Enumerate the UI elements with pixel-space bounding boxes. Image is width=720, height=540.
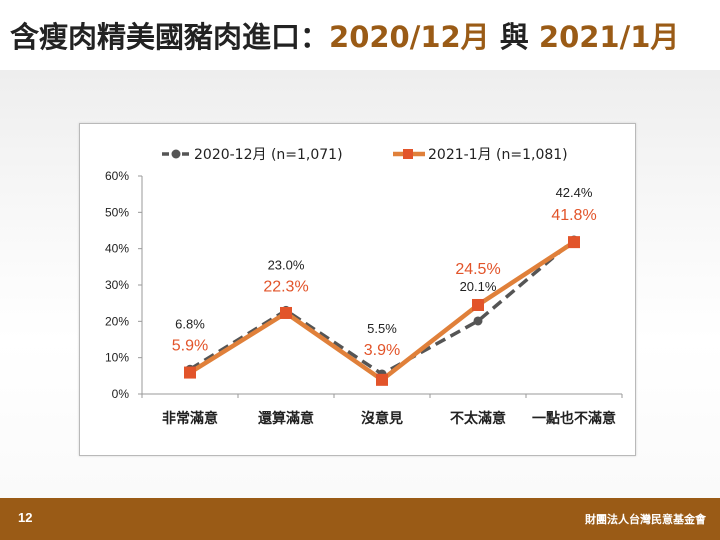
- x-category-label: 非常滿意: [162, 410, 218, 427]
- series-2021-line: [188, 240, 576, 383]
- page-number: 12: [18, 510, 33, 525]
- series-2021-point: [280, 306, 292, 319]
- x-category-label: 一點也不滿意: [532, 410, 616, 427]
- chart-frame: 0% 10% 20% 30% 40% 50% 60% 非常滿意 還算滿意 沒意見 不太滿意 一點也不滿…: [79, 123, 636, 456]
- y-tick-label: 0%: [112, 387, 130, 401]
- series-2021-point: [568, 236, 580, 249]
- y-tick-label: 40%: [105, 242, 129, 256]
- y-tick-label: 60%: [105, 169, 129, 183]
- y-tick-label: 10%: [105, 351, 129, 365]
- series-2021-point: [184, 366, 196, 379]
- title-period-1: 2020/12月: [329, 20, 490, 54]
- title-period-2: 2021/1月: [538, 20, 680, 54]
- data-label-2021: 24.5%: [455, 261, 500, 278]
- legend-2020-marker: [171, 149, 181, 159]
- legend-2021-marker: [403, 149, 413, 159]
- line-chart: 0% 10% 20% 30% 40% 50% 60% 非常滿意 還算滿意 沒意見 不太滿意 一點也不滿…: [105, 147, 623, 427]
- data-label-2020: 20.1%: [460, 279, 497, 294]
- y-tick-label: 30%: [105, 278, 129, 292]
- series-2021-point: [472, 298, 484, 311]
- x-category-label: 沒意見: [361, 410, 403, 427]
- x-category-label: 還算滿意: [258, 410, 314, 427]
- data-label-2020: 23.0%: [268, 257, 305, 272]
- legend-2020-label: 2020-12月 (n=1,071): [194, 147, 343, 163]
- data-label-2021: 3.9%: [364, 342, 400, 359]
- data-label-2021: 22.3%: [263, 278, 308, 295]
- data-label-2020: 5.5%: [367, 321, 397, 336]
- title-topic: 含瘦肉精美國豬肉進口：: [10, 20, 330, 54]
- page-title: 含瘦肉精美國豬肉進口：2020/12月 與 2021/1月: [10, 14, 679, 56]
- series-2021-point: [376, 373, 388, 386]
- y-tick-label: 50%: [105, 205, 129, 219]
- footer-bar: 12 財團法人台灣民意基金會: [0, 498, 720, 540]
- y-tick-label: 20%: [105, 314, 129, 328]
- title-bar: 含瘦肉精美國豬肉進口：2020/12月 與 2021/1月: [0, 0, 720, 70]
- data-label-2021: 5.9%: [172, 337, 208, 354]
- title-connector: 與: [489, 20, 539, 54]
- x-category-label: 不太滿意: [450, 410, 506, 427]
- data-label-2020: 42.4%: [556, 185, 593, 200]
- organization-name: 財團法人台灣民意基金會: [585, 513, 706, 526]
- legend-2021-label: 2021-1月 (n=1,081): [428, 147, 568, 163]
- data-label-2021: 41.8%: [551, 207, 596, 224]
- series-2020-point: [473, 316, 483, 326]
- data-label-2020: 6.8%: [175, 316, 205, 331]
